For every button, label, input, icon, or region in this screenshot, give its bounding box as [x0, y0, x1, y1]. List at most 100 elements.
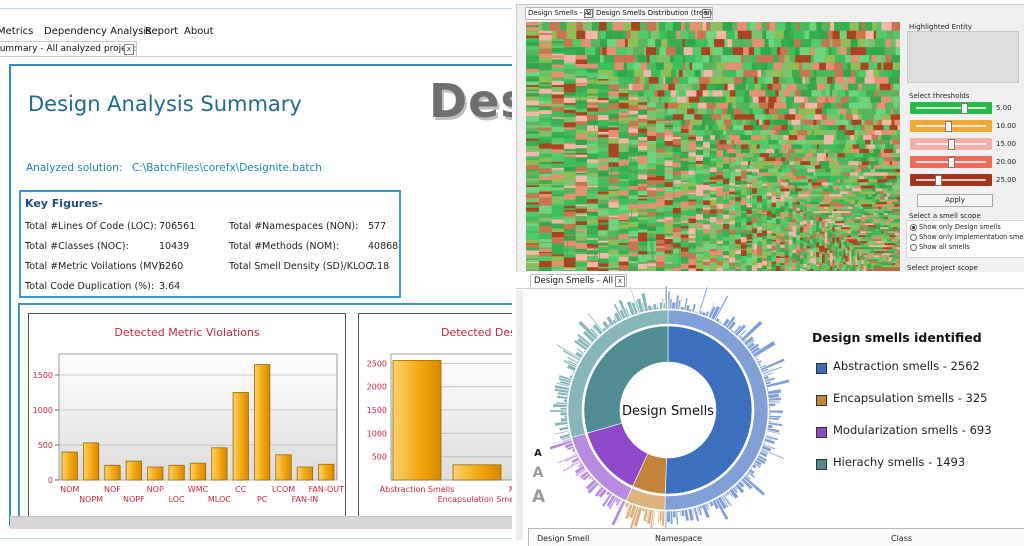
treemap-cell	[864, 22, 873, 31]
threshold-slider[interactable]	[910, 174, 992, 186]
scope-option-design[interactable]: Show only Design smells	[910, 223, 1001, 231]
treemap-cell	[741, 55, 744, 63]
treemap-cell	[608, 162, 619, 167]
treemap-cell	[587, 219, 598, 224]
treemap-cell	[618, 221, 629, 224]
treemap-cell	[539, 73, 552, 78]
treemap-cell	[837, 108, 841, 115]
horizontal-scrollbar[interactable]	[10, 516, 512, 529]
treemap-cell	[787, 108, 790, 115]
menu-item-report[interactable]: Report	[145, 26, 179, 37]
threshold-slider[interactable]	[910, 156, 992, 168]
threshold-slider[interactable]	[910, 120, 992, 132]
menu-item-about[interactable]: About	[184, 26, 214, 37]
close-icon[interactable]: x	[702, 9, 711, 18]
radio-all[interactable]	[910, 243, 917, 251]
treemap-canvas[interactable]	[526, 22, 900, 271]
treemap-cell	[816, 225, 820, 228]
treemap-cell	[845, 135, 851, 140]
radio-design[interactable]	[910, 223, 917, 231]
slider-thumb[interactable]	[935, 175, 943, 186]
scope-option-implementation[interactable]: Show only Implementation smells	[910, 233, 1024, 241]
tab-design-smells-all-sunburst[interactable]: Design Smells - All x	[530, 274, 627, 287]
close-icon[interactable]: x	[584, 9, 593, 18]
font-size-small-icon[interactable]: A	[534, 448, 542, 459]
treemap-cell	[855, 217, 861, 220]
column-header-namespace[interactable]: Namespace	[655, 534, 703, 543]
treemap-cell	[789, 161, 794, 166]
font-size-medium-icon[interactable]: A	[532, 465, 544, 481]
column-header-design-smell[interactable]: Design Smell	[537, 534, 590, 543]
treemap-cell	[762, 253, 767, 259]
treemap-cell	[824, 130, 828, 136]
treemap-cell	[888, 261, 893, 264]
tab-design-smells-all[interactable]: Design Smells - All x	[525, 7, 595, 20]
font-size-large-icon[interactable]: A	[532, 487, 546, 507]
treemap-cell	[613, 69, 619, 77]
menu-item-dependency-analysis[interactable]: Dependency Analysis	[44, 26, 152, 37]
scope-option-all[interactable]: Show all smells	[910, 243, 970, 251]
treemap-cell	[618, 257, 629, 262]
column-header-class[interactable]: Class	[891, 534, 913, 543]
treemap-cell	[857, 249, 862, 252]
treemap-cell	[783, 185, 795, 189]
treemap-cell	[751, 172, 758, 177]
sunburst-leaf	[647, 304, 653, 312]
treemap-cell	[780, 242, 785, 245]
treemap-cell	[688, 162, 696, 165]
treemap-cell	[694, 108, 698, 115]
treemap-chart[interactable]	[526, 22, 900, 271]
threshold-value: 5.00	[996, 104, 1012, 112]
treemap-cell	[810, 243, 814, 246]
treemap-cell	[751, 255, 758, 260]
treemap-cell	[608, 122, 619, 126]
treemap-cell	[881, 153, 891, 158]
treemap-cell	[551, 237, 564, 242]
window-top-rule	[0, 8, 512, 9]
sunburst-chart[interactable]: Design Smells	[550, 286, 820, 536]
treemap-cell	[813, 262, 817, 265]
threshold-slider[interactable]	[910, 102, 992, 114]
treemap-cell	[851, 256, 854, 259]
close-icon[interactable]: x	[615, 276, 625, 287]
treemap-cell	[587, 171, 598, 174]
threshold-slider[interactable]	[910, 138, 992, 150]
close-icon[interactable]: x	[124, 44, 134, 55]
slider-thumb[interactable]	[948, 157, 955, 168]
treemap-cell	[837, 231, 840, 234]
treemap-cell	[851, 219, 856, 222]
treemap-cell	[857, 260, 860, 265]
tab-summary[interactable]: Summary - All analyzed projects x	[0, 41, 137, 57]
slider-thumb[interactable]	[944, 121, 952, 132]
treemap-cell	[893, 102, 898, 109]
treemap-cell	[771, 235, 777, 238]
slider-thumb[interactable]	[960, 103, 968, 114]
treemap-cell	[563, 187, 576, 194]
treemap-cell	[551, 91, 564, 95]
treemap-cell	[892, 227, 898, 230]
treemap-cell	[865, 139, 871, 145]
treemap-cell	[705, 119, 716, 126]
treemap-cell	[664, 200, 673, 206]
apply-button[interactable]: Apply	[917, 194, 993, 207]
treemap-cell	[723, 163, 730, 169]
treemap-cell	[710, 135, 715, 140]
treemap-cell	[802, 157, 807, 162]
treemap-cell	[729, 262, 736, 266]
treemap-cell	[762, 193, 767, 199]
design-smells-chart-title: Detected Desig	[441, 326, 512, 339]
slider-thumb[interactable]	[948, 139, 955, 150]
sunburst-leaf	[768, 402, 776, 407]
treemap-cell	[618, 228, 629, 234]
vertical-scrollbar[interactable]	[516, 290, 523, 540]
treemap-cell	[526, 162, 540, 165]
treemap-cell	[865, 30, 874, 40]
tab-treemap[interactable]: Design Smells Distribution (treemap) x	[593, 7, 713, 20]
radio-implementation[interactable]	[910, 233, 917, 241]
treemap-cell	[575, 121, 588, 125]
treemap-cell	[563, 104, 576, 108]
treemap-cell	[891, 55, 898, 63]
treemap-cell	[892, 253, 900, 256]
kf-sd-label: Total Smell Density (SD)/KLOC:	[229, 261, 376, 272]
menu-item-metrics[interactable]: Metrics	[0, 26, 34, 37]
